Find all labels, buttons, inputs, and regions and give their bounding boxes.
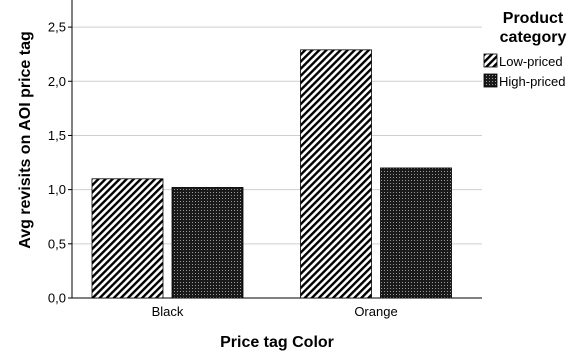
legend-title-line1: Product (503, 10, 564, 27)
x-tick-labels: Black Orange (152, 304, 398, 319)
x-tick-label: Orange (354, 304, 397, 319)
legend-label-high-priced: High-priced (499, 74, 565, 89)
y-tick-label: 1,0 (48, 182, 66, 197)
y-tick-label: 0,5 (48, 236, 66, 251)
legend: Product category Low-priced High-priced (483, 10, 567, 89)
y-axis-title: Avg revisits on AOI price tag (17, 31, 34, 249)
bars (91, 49, 452, 299)
bar-orange-high-priced (380, 167, 452, 299)
bar-black-low-priced (91, 178, 164, 299)
bar-black-high-priced (171, 187, 244, 299)
y-tick-label: 0,0 (48, 291, 66, 306)
x-tick-label: Black (152, 304, 184, 319)
y-tick-label: 2,5 (48, 20, 66, 35)
y-tick-label: 1,5 (48, 128, 66, 143)
legend-swatch-low-priced (483, 53, 498, 68)
legend-swatch-high-priced (483, 73, 498, 88)
legend-label-low-priced: Low-priced (499, 54, 563, 69)
x-axis-title: Price tag Color (220, 334, 334, 351)
legend-title-line2: category (500, 29, 567, 46)
y-tick-label: 2,0 (48, 74, 66, 89)
y-tick-labels: 0,0 0,5 1,0 1,5 2,0 2,5 (48, 20, 72, 306)
bar-orange-low-priced (300, 49, 372, 299)
